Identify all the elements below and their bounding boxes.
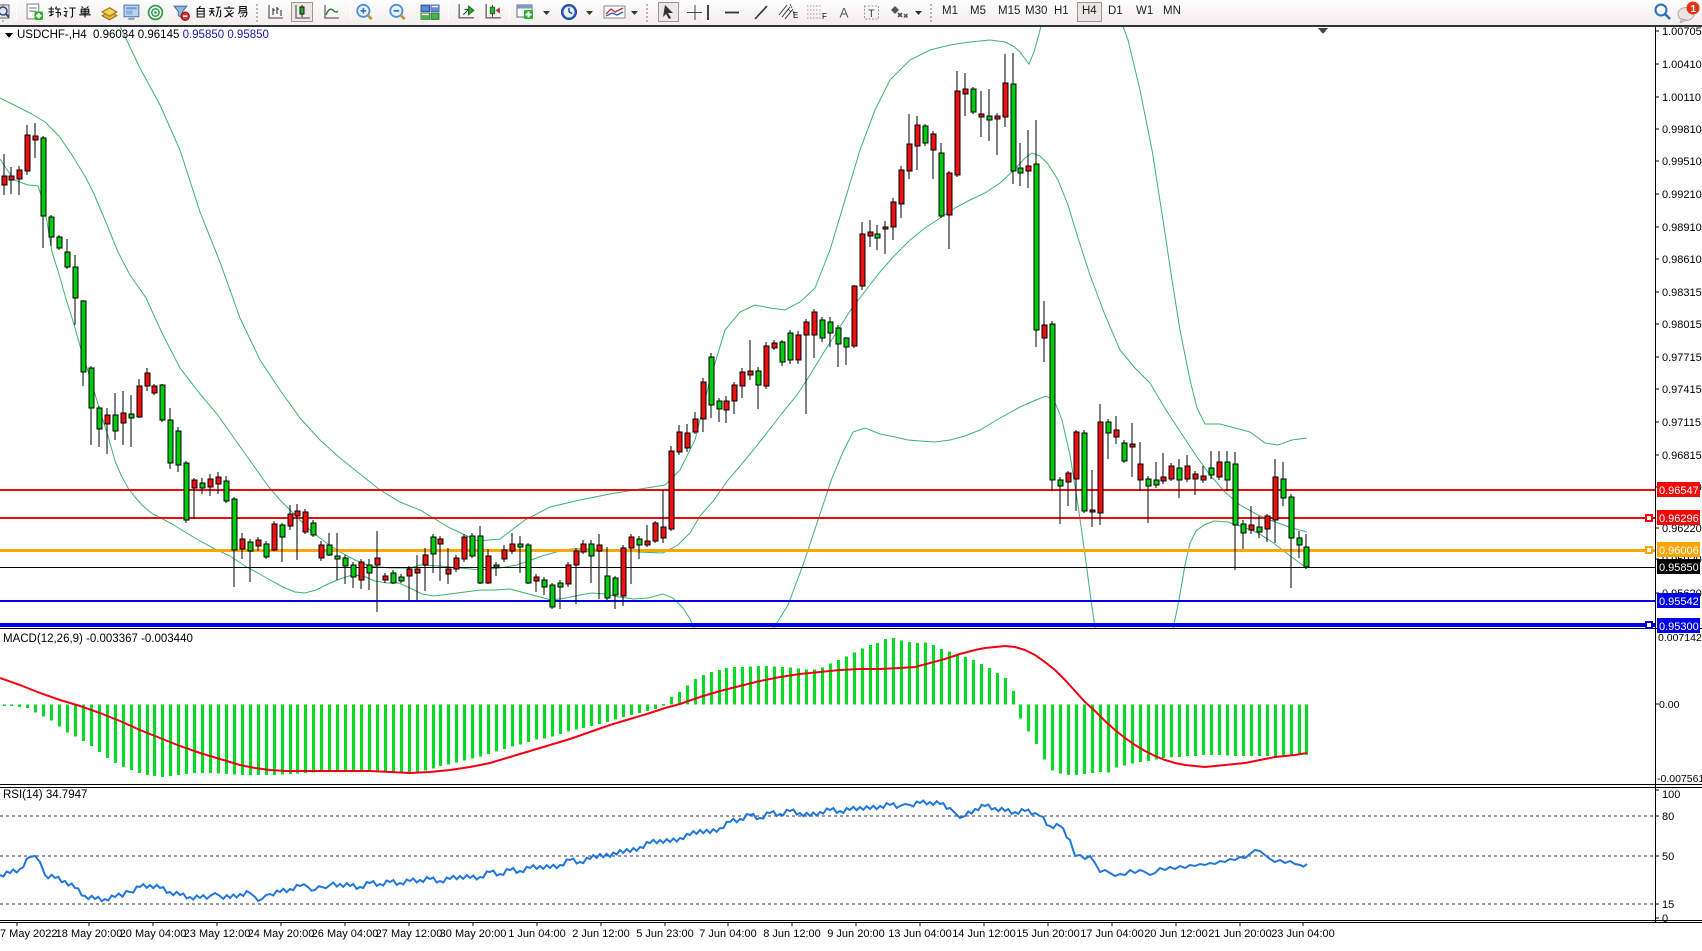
svg-text:0.96006: 0.96006: [1659, 545, 1699, 557]
svg-text:0.00: 0.00: [1659, 699, 1680, 711]
svg-text:27 May 12:00: 27 May 12:00: [376, 928, 443, 940]
svg-text:26 May 04:00: 26 May 04:00: [312, 928, 379, 940]
svg-text:21 Jun 20:00: 21 Jun 20:00: [1208, 928, 1272, 940]
svg-text:0.96547: 0.96547: [1659, 485, 1699, 497]
svg-text:F: F: [822, 12, 827, 21]
svg-text:9 Jun 20:00: 9 Jun 20:00: [827, 928, 885, 940]
svg-text:1: 1: [1691, 4, 1697, 15]
svg-text:0.97715: 0.97715: [1662, 352, 1702, 364]
svg-text:0.97415: 0.97415: [1662, 384, 1702, 396]
svg-text:E: E: [793, 11, 798, 20]
svg-text:8 Jun 12:00: 8 Jun 12:00: [763, 928, 821, 940]
svg-text:7 Jun 04:00: 7 Jun 04:00: [699, 928, 757, 940]
svg-text:0.98015: 0.98015: [1662, 319, 1702, 331]
svg-text:0.98315: 0.98315: [1662, 287, 1702, 299]
svg-text:15: 15: [1662, 899, 1674, 911]
svg-text:0.007142: 0.007142: [1658, 632, 1702, 644]
svg-text:RSI(14) 34.7947: RSI(14) 34.7947: [3, 789, 87, 801]
svg-text:7 May 2022: 7 May 2022: [0, 928, 57, 940]
svg-text:1 Jun 04:00: 1 Jun 04:00: [508, 928, 566, 940]
svg-text:30 May 20:00: 30 May 20:00: [440, 928, 507, 940]
svg-text:18 May 20:00: 18 May 20:00: [56, 928, 123, 940]
svg-text:USDCHF-,H4 0.96034 0.96145 0.: USDCHF-,H4 0.96034 0.96145 0.95850 0.958…: [17, 29, 269, 41]
svg-text:0.98910: 0.98910: [1662, 222, 1702, 234]
svg-text:24 May 20:00: 24 May 20:00: [248, 928, 315, 940]
svg-text:A: A: [840, 5, 849, 20]
svg-text:MACD(12,26,9) -0.003367 -0.003: MACD(12,26,9) -0.003367 -0.003440: [3, 633, 193, 645]
svg-text:1.00410: 1.00410: [1662, 59, 1702, 71]
svg-text:5 Jun 23:00: 5 Jun 23:00: [636, 928, 694, 940]
svg-text:20 Jun 12:00: 20 Jun 12:00: [1144, 928, 1208, 940]
svg-text:0.96815: 0.96815: [1662, 450, 1702, 462]
svg-text:0.95850: 0.95850: [1659, 562, 1699, 574]
svg-text:17 Jun 04:00: 17 Jun 04:00: [1080, 928, 1144, 940]
svg-text:0.95300: 0.95300: [1659, 621, 1699, 633]
svg-text:0.99510: 0.99510: [1662, 156, 1702, 168]
svg-text:0.97115: 0.97115: [1662, 417, 1701, 429]
svg-text:0.95542: 0.95542: [1659, 596, 1699, 608]
svg-text:15 Jun 20:00: 15 Jun 20:00: [1016, 928, 1080, 940]
svg-text:13 Jun 04:00: 13 Jun 04:00: [888, 928, 952, 940]
svg-text:0.99210: 0.99210: [1662, 189, 1702, 201]
svg-text:T: T: [868, 8, 875, 20]
svg-text:0.99810: 0.99810: [1662, 124, 1702, 136]
svg-text:1.00110: 1.00110: [1662, 92, 1701, 104]
svg-text:14 Jun 12:00: 14 Jun 12:00: [952, 928, 1016, 940]
svg-text:-0.007561: -0.007561: [1657, 773, 1702, 785]
svg-text:100: 100: [1662, 789, 1680, 801]
svg-text:50: 50: [1662, 851, 1674, 863]
svg-text:80: 80: [1662, 811, 1674, 823]
svg-text:2 Jun 12:00: 2 Jun 12:00: [572, 928, 630, 940]
svg-text:23 Jun 04:00: 23 Jun 04:00: [1271, 928, 1335, 940]
svg-text:20 May 04:00: 20 May 04:00: [120, 928, 187, 940]
svg-text:0: 0: [1662, 913, 1668, 925]
svg-text:0.96296: 0.96296: [1659, 513, 1699, 525]
svg-text:0.96220: 0.96220: [1662, 523, 1702, 535]
svg-text:0.98610: 0.98610: [1662, 254, 1702, 266]
svg-text:1.00705: 1.00705: [1662, 26, 1702, 38]
svg-text:23 May 12:00: 23 May 12:00: [184, 928, 251, 940]
